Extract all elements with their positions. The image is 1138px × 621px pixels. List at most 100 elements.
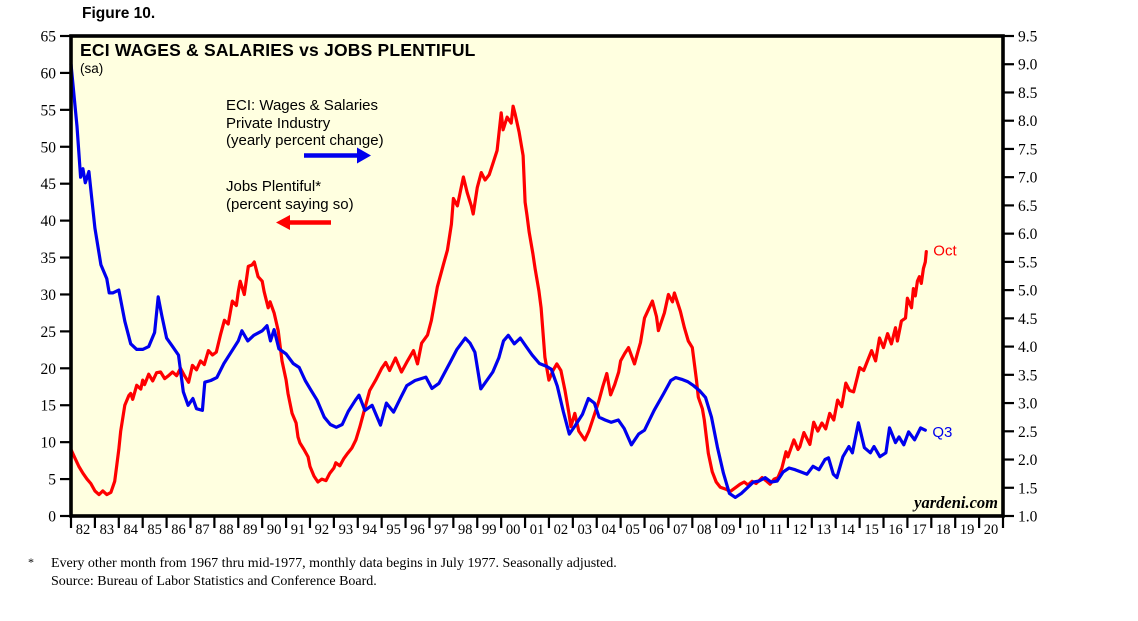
svg-text:8.5: 8.5 [1018, 85, 1038, 102]
svg-text:50: 50 [41, 139, 57, 156]
x-axis-ticks [69, 516, 1005, 528]
svg-text:82: 82 [76, 522, 91, 538]
legend-arrow-red [276, 215, 331, 230]
svg-text:09: 09 [721, 522, 736, 538]
jobs-plentiful-line [69, 104, 928, 497]
svg-text:20: 20 [984, 522, 999, 538]
legend-eci-series: ECI: Wages & Salaries Private Industry (… [226, 97, 384, 150]
figure-label: Figure 10. [82, 5, 156, 22]
left-axis-labels: 0 5 10 15 20 25 30 35 40 45 50 55 60 65 [41, 29, 57, 526]
svg-text:20: 20 [41, 361, 57, 378]
svg-text:3.0: 3.0 [1018, 396, 1038, 413]
svg-text:17: 17 [912, 522, 927, 538]
svg-text:8.0: 8.0 [1018, 113, 1038, 130]
series-end-label-Q3: Q3 [932, 424, 952, 441]
svg-text:5.5: 5.5 [1018, 254, 1038, 271]
svg-text:5: 5 [48, 472, 56, 489]
svg-text:45: 45 [41, 176, 57, 193]
svg-text:86: 86 [171, 522, 186, 538]
svg-text:9.0: 9.0 [1018, 57, 1038, 74]
svg-text:83: 83 [100, 522, 115, 538]
svg-text:06: 06 [649, 522, 664, 538]
legend-eci-line2: Private Industry [226, 114, 331, 132]
svg-text:6.0: 6.0 [1018, 226, 1038, 243]
chart-subtitle: (sa) [80, 61, 104, 76]
watermark: yardeni.com [914, 493, 998, 512]
svg-text:7.0: 7.0 [1018, 170, 1038, 187]
svg-text:89: 89 [243, 522, 258, 538]
eci-wages-line [69, 62, 927, 499]
svg-text:00: 00 [506, 522, 521, 538]
svg-text:97: 97 [434, 522, 449, 538]
svg-text:84: 84 [123, 522, 138, 538]
svg-text:93: 93 [339, 522, 354, 538]
svg-text:10: 10 [41, 435, 57, 452]
svg-text:15: 15 [864, 522, 879, 538]
svg-text:19: 19 [960, 522, 975, 538]
svg-text:95: 95 [386, 522, 401, 538]
svg-text:85: 85 [147, 522, 162, 538]
svg-text:15: 15 [41, 398, 57, 415]
svg-text:14: 14 [840, 522, 855, 538]
svg-text:1.5: 1.5 [1018, 480, 1038, 497]
legend-jobs-line2: (percent saying so) [226, 195, 354, 213]
svg-text:03: 03 [578, 522, 593, 538]
svg-text:7.5: 7.5 [1018, 141, 1038, 158]
svg-text:16: 16 [888, 522, 903, 538]
legend-eci-line1: ECI: Wages & Salaries [226, 97, 378, 114]
svg-text:60: 60 [41, 65, 57, 82]
svg-text:99: 99 [482, 522, 497, 538]
svg-text:10: 10 [745, 522, 760, 538]
right-axis-labels: 1.0 1.5 2.0 2.5 3.0 3.5 4.0 4.5 5.0 5.5 6.0 6.5 7.0 7… [1018, 29, 1038, 526]
svg-text:3.5: 3.5 [1018, 367, 1038, 384]
svg-text:0: 0 [48, 509, 56, 526]
svg-text:90: 90 [267, 522, 282, 538]
legend-jobs-line1: Jobs Plentiful* [226, 178, 322, 195]
svg-text:2.5: 2.5 [1018, 424, 1038, 441]
footnote-line2: Source: Bureau of Labor Statistics and C… [51, 573, 377, 589]
svg-text:94: 94 [362, 522, 377, 538]
svg-text:18: 18 [936, 522, 951, 538]
series-end-labels: Oct Q3 [932, 243, 957, 442]
svg-text:13: 13 [817, 522, 832, 538]
svg-text:12: 12 [793, 522, 808, 538]
legend-eci-line3: (yearly percent change) [226, 132, 384, 149]
svg-text:87: 87 [195, 522, 210, 538]
svg-text:96: 96 [410, 522, 425, 538]
svg-text:91: 91 [291, 522, 306, 538]
svg-text:40: 40 [41, 213, 57, 230]
svg-text:02: 02 [554, 522, 569, 538]
svg-text:30: 30 [41, 287, 57, 304]
svg-text:5.0: 5.0 [1018, 283, 1038, 300]
svg-text:92: 92 [315, 522, 330, 538]
svg-text:25: 25 [41, 324, 57, 341]
footnote-line1: Every other month from 1967 thru mid-197… [51, 556, 617, 571]
svg-text:2.0: 2.0 [1018, 452, 1038, 469]
svg-text:6.5: 6.5 [1018, 198, 1038, 215]
chart-frame [69, 34, 1005, 518]
svg-text:08: 08 [697, 522, 712, 538]
svg-text:9.5: 9.5 [1018, 29, 1038, 46]
footnote-marker: * [28, 555, 34, 569]
left-axis-ticks [60, 34, 71, 518]
svg-text:35: 35 [41, 250, 57, 267]
legend-arrow-blue [304, 147, 371, 164]
svg-text:4.0: 4.0 [1018, 339, 1038, 356]
svg-text:55: 55 [41, 102, 57, 119]
svg-text:65: 65 [41, 29, 57, 46]
svg-text:98: 98 [458, 522, 473, 538]
svg-text:07: 07 [673, 522, 688, 538]
footnote: * Every other month from 1967 thru mid-1… [28, 555, 617, 590]
legend-jobs-series: Jobs Plentiful* (percent saying so) [226, 178, 354, 213]
svg-text:05: 05 [625, 522, 640, 538]
right-axis-ticks [1003, 34, 1014, 518]
svg-text:1.0: 1.0 [1018, 509, 1038, 526]
svg-text:4.5: 4.5 [1018, 311, 1038, 328]
chart-title: ECI WAGES & SALARIES vs JOBS PLENTIFUL [80, 40, 476, 60]
svg-text:88: 88 [219, 522, 234, 538]
svg-text:04: 04 [601, 522, 616, 538]
svg-text:01: 01 [530, 522, 545, 538]
series-end-label-Oct: Oct [933, 243, 957, 260]
